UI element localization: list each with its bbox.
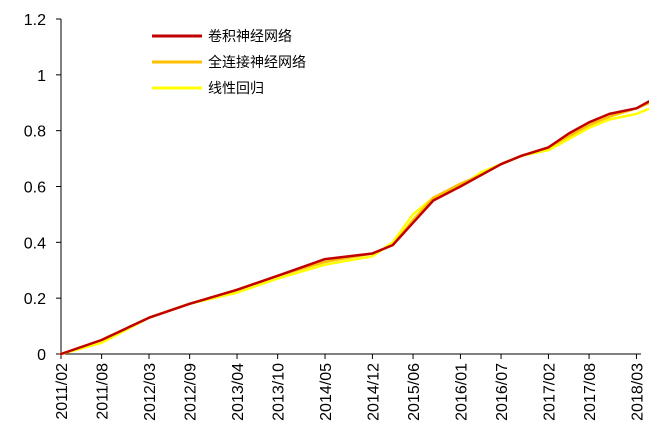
x-tick-label: 2014/12 [365, 363, 382, 421]
legend-label: 卷积神经网络 [208, 29, 292, 45]
x-tick-label: 2016/07 [494, 363, 511, 421]
x-tick-label: 2013/10 [271, 363, 288, 421]
x-tick-label: 2011/08 [95, 363, 112, 420]
y-tick-label: 0.4 [24, 235, 46, 252]
y-tick-label: 0 [37, 347, 46, 364]
x-tick-label: 2018/03 [629, 363, 646, 421]
x-tick-label: 2017/08 [582, 363, 599, 421]
x-tick-label: 2015/06 [406, 363, 423, 421]
y-tick-label: 1 [37, 68, 46, 85]
y-tick-label: 0.2 [24, 291, 46, 308]
x-tick-label: 2014/05 [318, 363, 335, 421]
series-line-1 [59, 101, 649, 356]
series-line-0 [59, 100, 649, 356]
y-axis: 0 0.2 0.4 0.6 0.8 1 1.2 [24, 12, 62, 364]
x-tick-label: 2013/04 [230, 363, 247, 421]
y-tick-label: 0.6 [24, 180, 46, 197]
x-tick-label: 2011/02 [54, 363, 71, 420]
series-line-2 [59, 107, 649, 356]
x-tick-label: 2016/01 [453, 363, 470, 421]
x-tick-label: 2017/02 [541, 363, 558, 421]
x-tick-label: 2012/09 [183, 363, 200, 421]
y-tick-label: 0.8 [24, 124, 46, 141]
legend-label: 线性回归 [208, 80, 264, 97]
legend-label: 全连接神经网络 [208, 54, 306, 71]
x-tick-label: 2012/03 [142, 363, 159, 421]
x-axis: 2011/02 2011/08 2012/03 2012/09 2013/04 2013/… [54, 353, 646, 421]
series-layer [59, 100, 649, 356]
y-tick-label: 1.2 [24, 12, 46, 29]
